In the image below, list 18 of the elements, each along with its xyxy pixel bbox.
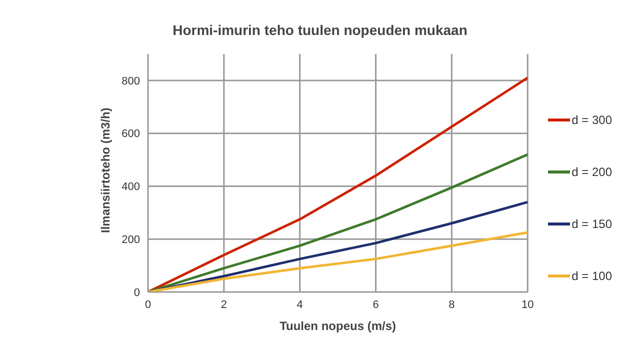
x-axis-title: Tuulen nopeus (m/s) [280, 319, 396, 333]
legend-label: d = 100 [572, 269, 612, 283]
legend-label: d = 150 [572, 217, 612, 231]
x-tick-label: 0 [144, 298, 152, 311]
legend-label: d = 200 [572, 165, 612, 179]
chart-title: Hormi-imurin teho tuulen nopeuden mukaan [172, 21, 468, 40]
x-tick-label: 10 [522, 298, 534, 311]
x-tick-label: 2 [220, 298, 227, 311]
y-axis-title: Ilmansiirtoteho (m3/h) [98, 108, 112, 233]
y-tick-label: 200 [122, 234, 140, 246]
x-tick-label: 6 [372, 298, 379, 311]
x-tick-label: 4 [296, 298, 303, 311]
y-tick-label: 800 [122, 75, 140, 88]
y-tick-label: 400 [122, 181, 140, 194]
legend-label: d = 300 [572, 113, 612, 127]
y-tick-label: 0 [134, 286, 140, 299]
x-tick-label: 8 [448, 298, 455, 311]
y-tick-label: 600 [122, 128, 140, 140]
